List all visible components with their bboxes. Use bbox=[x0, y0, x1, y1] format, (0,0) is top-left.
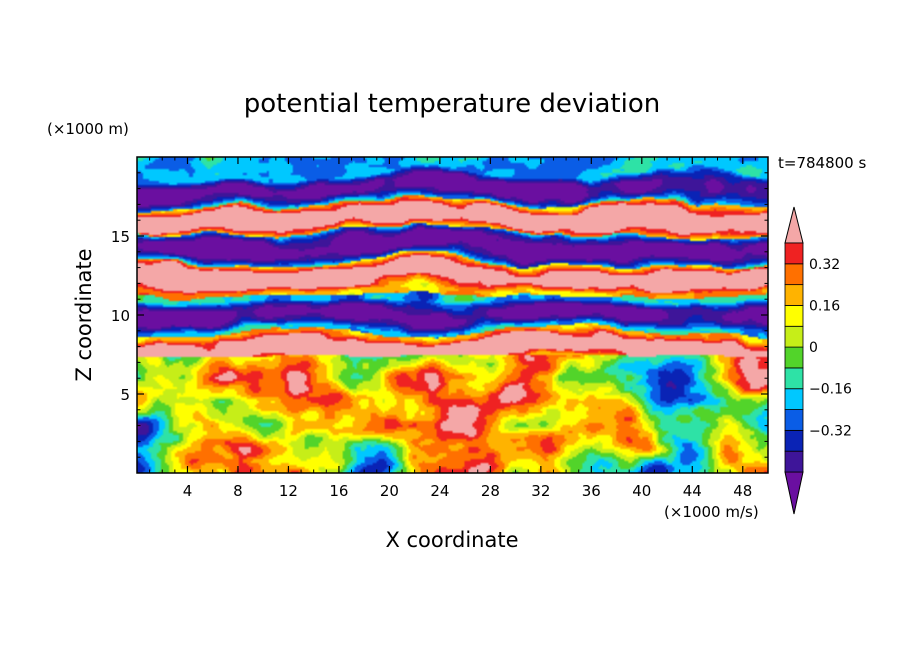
colorbar-segment bbox=[784, 263, 804, 286]
y-axis-unit-label: (×1000 m) bbox=[47, 120, 129, 138]
x-tick-label: 12 bbox=[279, 482, 298, 500]
x-axis: 4 8 12 16 20 24 28 32 36 40 44 48 bbox=[149, 157, 756, 500]
x-axis-label: X coordinate bbox=[385, 528, 518, 552]
colorbar-extend-high bbox=[784, 206, 804, 244]
x-tick-label: 36 bbox=[582, 482, 601, 500]
y-tick-label: 10 bbox=[111, 307, 130, 325]
colorbar-segment bbox=[784, 284, 804, 306]
colorbar-segment bbox=[784, 367, 804, 390]
plot-area bbox=[136, 156, 769, 474]
colorbar-segment bbox=[784, 346, 804, 369]
colorbar-tick-label: 0.32 bbox=[809, 257, 840, 273]
colorbar-tick-label: 0 bbox=[809, 340, 818, 356]
y-axis: 5 10 15 bbox=[111, 172, 768, 458]
heatmap-field bbox=[137, 157, 768, 473]
x-tick-label: 20 bbox=[380, 482, 399, 500]
x-tick-label: 28 bbox=[481, 482, 500, 500]
time-label: t=784800 s bbox=[778, 154, 866, 172]
x-tick-label: 44 bbox=[683, 482, 702, 500]
x-axis-unit-label: (×1000 m/s) bbox=[664, 503, 759, 521]
colorbar-segment bbox=[784, 242, 804, 265]
colorbar: −0.32 −0.16 0 0.16 0.32 bbox=[784, 206, 852, 515]
x-tick-label: 24 bbox=[430, 482, 449, 500]
colorbar-extend-low bbox=[784, 471, 804, 515]
colorbar-segment bbox=[784, 325, 804, 348]
y-axis-label: Z coordinate bbox=[72, 248, 96, 381]
y-tick-label: 5 bbox=[120, 386, 130, 404]
colorbar-segment bbox=[784, 429, 804, 452]
colorbar-tick-label: 0.16 bbox=[809, 298, 840, 314]
colorbar-tick-label: −0.16 bbox=[809, 382, 852, 398]
colorbar-segment bbox=[784, 388, 804, 410]
x-tick-label: 8 bbox=[233, 482, 243, 500]
colorbar-segment bbox=[784, 409, 804, 431]
colorbar-tick-label: −0.32 bbox=[809, 423, 852, 439]
x-tick-label: 16 bbox=[329, 482, 348, 500]
chart-title: potential temperature deviation bbox=[244, 89, 660, 119]
colorbar-segment bbox=[784, 305, 804, 327]
x-tick-label: 48 bbox=[733, 482, 752, 500]
colorbar-segment bbox=[784, 450, 804, 473]
x-tick-label: 4 bbox=[183, 482, 193, 500]
y-tick-label: 15 bbox=[111, 228, 130, 246]
x-tick-label: 40 bbox=[632, 482, 651, 500]
x-tick-label: 32 bbox=[531, 482, 550, 500]
